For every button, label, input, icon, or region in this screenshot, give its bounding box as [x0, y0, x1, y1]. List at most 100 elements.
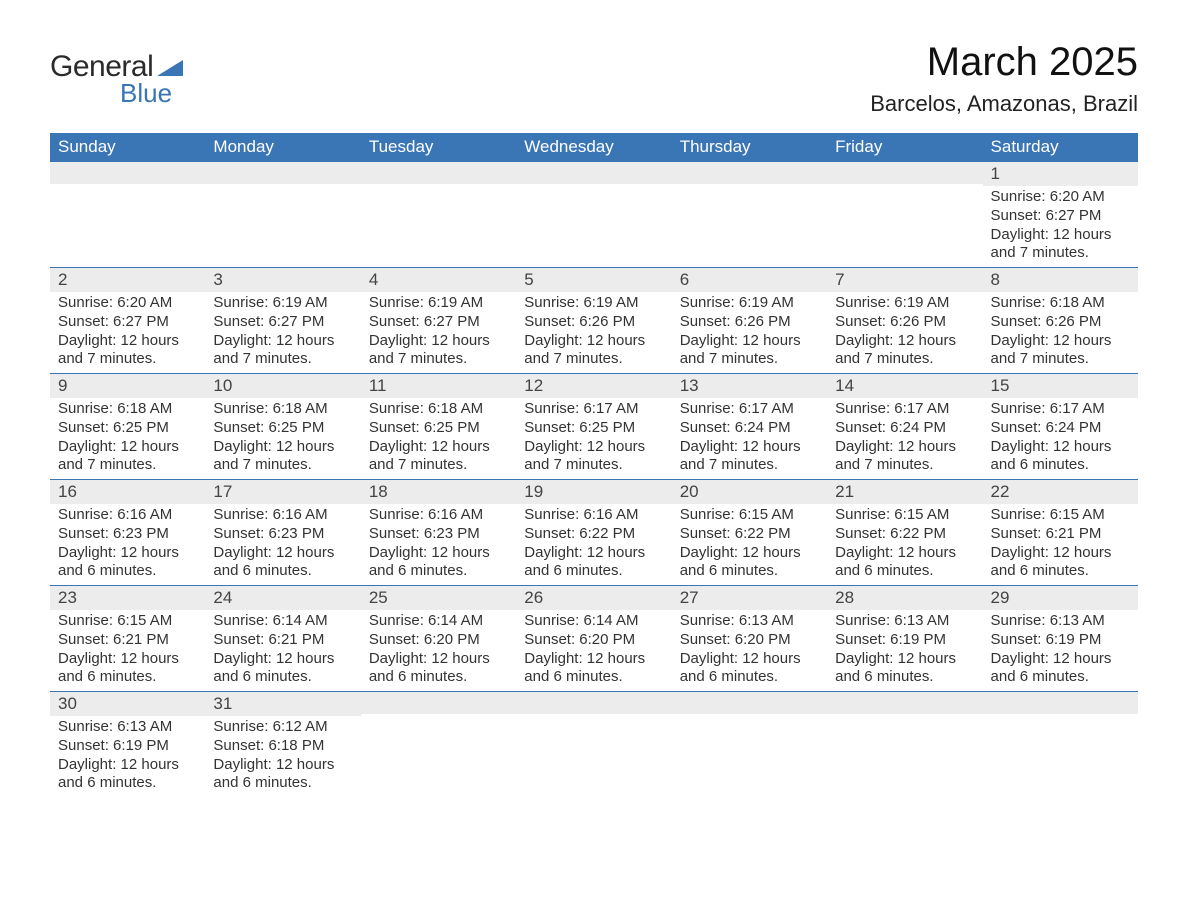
calendar-week-row: 1Sunrise: 6:20 AMSunset: 6:27 PMDaylight…: [50, 162, 1138, 268]
calendar-day-cell: [50, 162, 205, 268]
day-info-line: Sunrise: 6:18 AM: [213, 400, 352, 419]
sail-icon: [157, 60, 183, 76]
calendar-day-cell: 28Sunrise: 6:13 AMSunset: 6:19 PMDayligh…: [827, 586, 982, 692]
calendar-day-cell: 6Sunrise: 6:19 AMSunset: 6:26 PMDaylight…: [672, 268, 827, 374]
day-info-line: Sunset: 6:25 PM: [524, 419, 663, 438]
day-info-line: Sunset: 6:26 PM: [680, 313, 819, 332]
day-info-line: Daylight: 12 hours and 6 minutes.: [991, 438, 1130, 476]
brand-word2: Blue: [120, 78, 183, 109]
day-body: [361, 714, 516, 784]
calendar-day-cell: 8Sunrise: 6:18 AMSunset: 6:26 PMDaylight…: [983, 268, 1138, 374]
day-info-line: Sunset: 6:20 PM: [680, 631, 819, 650]
day-info-line: Daylight: 12 hours and 6 minutes.: [213, 650, 352, 688]
day-info-line: Daylight: 12 hours and 7 minutes.: [58, 332, 197, 370]
day-info-line: Sunrise: 6:19 AM: [680, 294, 819, 313]
calendar-day-cell: 12Sunrise: 6:17 AMSunset: 6:25 PMDayligh…: [516, 374, 671, 480]
day-info-line: Daylight: 12 hours and 7 minutes.: [524, 332, 663, 370]
day-info-line: Daylight: 12 hours and 7 minutes.: [213, 438, 352, 476]
day-body: Sunrise: 6:14 AMSunset: 6:20 PMDaylight:…: [361, 610, 516, 691]
day-info-line: Sunset: 6:23 PM: [58, 525, 197, 544]
day-number: 11: [361, 374, 516, 398]
day-number: 21: [827, 480, 982, 504]
day-number: [361, 692, 516, 714]
day-body: [516, 714, 671, 784]
calendar-day-cell: 5Sunrise: 6:19 AMSunset: 6:26 PMDaylight…: [516, 268, 671, 374]
day-body: [983, 714, 1138, 784]
day-info-line: Daylight: 12 hours and 7 minutes.: [835, 332, 974, 370]
day-info-line: Sunrise: 6:19 AM: [835, 294, 974, 313]
day-info-line: Sunset: 6:26 PM: [835, 313, 974, 332]
day-number: 20: [672, 480, 827, 504]
day-number: 17: [205, 480, 360, 504]
day-body: Sunrise: 6:19 AMSunset: 6:26 PMDaylight:…: [827, 292, 982, 373]
day-info-line: Sunrise: 6:14 AM: [369, 612, 508, 631]
weekday-header: Tuesday: [361, 133, 516, 162]
day-body: [205, 184, 360, 254]
day-info-line: Daylight: 12 hours and 7 minutes.: [680, 438, 819, 476]
weekday-header: Saturday: [983, 133, 1138, 162]
day-info-line: Sunrise: 6:15 AM: [991, 506, 1130, 525]
day-number: 7: [827, 268, 982, 292]
calendar-week-row: 16Sunrise: 6:16 AMSunset: 6:23 PMDayligh…: [50, 480, 1138, 586]
day-number: 27: [672, 586, 827, 610]
calendar-day-cell: 26Sunrise: 6:14 AMSunset: 6:20 PMDayligh…: [516, 586, 671, 692]
day-number: 30: [50, 692, 205, 716]
calendar-week-row: 23Sunrise: 6:15 AMSunset: 6:21 PMDayligh…: [50, 586, 1138, 692]
calendar-day-cell: 25Sunrise: 6:14 AMSunset: 6:20 PMDayligh…: [361, 586, 516, 692]
calendar-day-cell: 11Sunrise: 6:18 AMSunset: 6:25 PMDayligh…: [361, 374, 516, 480]
day-info-line: Sunrise: 6:19 AM: [369, 294, 508, 313]
day-info-line: Daylight: 12 hours and 7 minutes.: [991, 226, 1130, 264]
calendar-day-cell: 27Sunrise: 6:13 AMSunset: 6:20 PMDayligh…: [672, 586, 827, 692]
day-info-line: Sunrise: 6:16 AM: [58, 506, 197, 525]
weekday-header: Sunday: [50, 133, 205, 162]
calendar-day-cell: [827, 162, 982, 268]
day-info-line: Sunrise: 6:16 AM: [213, 506, 352, 525]
day-number: [672, 162, 827, 184]
day-info-line: Sunset: 6:19 PM: [835, 631, 974, 650]
day-info-line: Daylight: 12 hours and 6 minutes.: [369, 544, 508, 582]
calendar-week-row: 9Sunrise: 6:18 AMSunset: 6:25 PMDaylight…: [50, 374, 1138, 480]
day-number: 31: [205, 692, 360, 716]
weekday-header: Monday: [205, 133, 360, 162]
day-info-line: Daylight: 12 hours and 6 minutes.: [680, 544, 819, 582]
calendar-day-cell: 4Sunrise: 6:19 AMSunset: 6:27 PMDaylight…: [361, 268, 516, 374]
day-info-line: Sunset: 6:22 PM: [524, 525, 663, 544]
day-number: 1: [983, 162, 1138, 186]
calendar-day-cell: 19Sunrise: 6:16 AMSunset: 6:22 PMDayligh…: [516, 480, 671, 586]
day-info-line: Daylight: 12 hours and 7 minutes.: [369, 332, 508, 370]
day-number: 16: [50, 480, 205, 504]
day-number: [205, 162, 360, 184]
day-body: Sunrise: 6:14 AMSunset: 6:21 PMDaylight:…: [205, 610, 360, 691]
day-body: Sunrise: 6:16 AMSunset: 6:23 PMDaylight:…: [50, 504, 205, 585]
day-body: [827, 184, 982, 254]
day-info-line: Sunrise: 6:13 AM: [58, 718, 197, 737]
day-body: Sunrise: 6:17 AMSunset: 6:25 PMDaylight:…: [516, 398, 671, 479]
calendar-day-cell: 15Sunrise: 6:17 AMSunset: 6:24 PMDayligh…: [983, 374, 1138, 480]
day-number: 2: [50, 268, 205, 292]
day-number: 25: [361, 586, 516, 610]
day-info-line: Sunset: 6:19 PM: [991, 631, 1130, 650]
calendar-day-cell: [672, 692, 827, 798]
day-body: Sunrise: 6:19 AMSunset: 6:27 PMDaylight:…: [361, 292, 516, 373]
day-info-line: Sunrise: 6:13 AM: [991, 612, 1130, 631]
calendar-day-cell: 20Sunrise: 6:15 AMSunset: 6:22 PMDayligh…: [672, 480, 827, 586]
day-info-line: Sunset: 6:27 PM: [213, 313, 352, 332]
calendar-day-cell: 21Sunrise: 6:15 AMSunset: 6:22 PMDayligh…: [827, 480, 982, 586]
day-number: 6: [672, 268, 827, 292]
day-number: 10: [205, 374, 360, 398]
day-info-line: Sunset: 6:26 PM: [524, 313, 663, 332]
day-body: Sunrise: 6:14 AMSunset: 6:20 PMDaylight:…: [516, 610, 671, 691]
page-title: March 2025: [870, 40, 1138, 85]
day-info-line: Sunset: 6:20 PM: [524, 631, 663, 650]
calendar-day-cell: 14Sunrise: 6:17 AMSunset: 6:24 PMDayligh…: [827, 374, 982, 480]
day-body: Sunrise: 6:16 AMSunset: 6:23 PMDaylight:…: [205, 504, 360, 585]
day-info-line: Sunrise: 6:17 AM: [524, 400, 663, 419]
day-body: Sunrise: 6:15 AMSunset: 6:21 PMDaylight:…: [50, 610, 205, 691]
calendar-day-cell: [205, 162, 360, 268]
day-number: [827, 162, 982, 184]
calendar-day-cell: 24Sunrise: 6:14 AMSunset: 6:21 PMDayligh…: [205, 586, 360, 692]
calendar-day-cell: 18Sunrise: 6:16 AMSunset: 6:23 PMDayligh…: [361, 480, 516, 586]
day-info-line: Daylight: 12 hours and 7 minutes.: [213, 332, 352, 370]
day-info-line: Daylight: 12 hours and 6 minutes.: [213, 544, 352, 582]
day-info-line: Sunset: 6:19 PM: [58, 737, 197, 756]
